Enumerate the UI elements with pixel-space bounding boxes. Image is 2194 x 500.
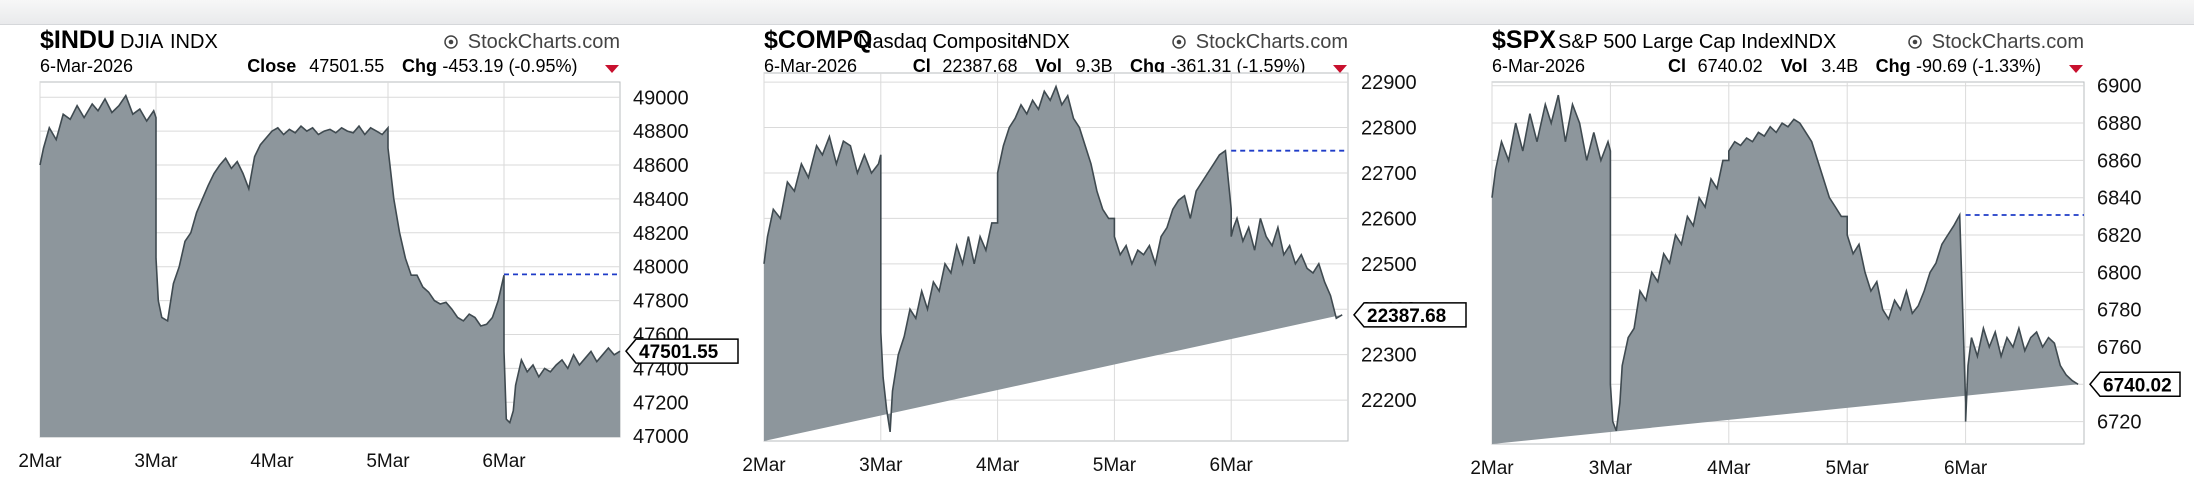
exchange-label: INDX: [1022, 31, 1070, 53]
x-tick-label: 3Mar: [134, 451, 178, 472]
x-tick-label: 3Mar: [1589, 458, 1633, 479]
chart-panel-compq: $COMPQ Nasdaq Composite INDX StockCharts.co…: [731, 24, 1467, 500]
date-label: 6-Mar-2026: [764, 56, 857, 76]
x-tick-label: 4Mar: [1707, 458, 1751, 479]
x-tick-label: 6Mar: [1210, 455, 1254, 476]
last-price-label: 22387.68: [1367, 306, 1446, 327]
y-tick-label: 22900: [1361, 72, 1417, 94]
copyright-circle-dot: [1176, 39, 1182, 45]
y-tick-label: 6780: [2097, 300, 2142, 322]
chart-panel-indu: $INDU DJIA INDX StockCharts.com 6-Mar-2026 Cl…: [0, 24, 739, 500]
date-label: 6-Mar-2026: [1492, 56, 1585, 76]
y-tick-label: 6820: [2097, 225, 2142, 247]
symbol-label: $INDU: [40, 26, 115, 54]
last-price-tag: [1353, 302, 1467, 328]
y-tick-label: 6760: [2097, 337, 2142, 359]
stat-value: -361.31 (-1.59%): [1170, 56, 1305, 76]
index-name: S&P 500 Large Cap Index: [1558, 31, 1790, 53]
y-tick-label: 48400: [633, 189, 689, 211]
x-tick-label: 2Mar: [1470, 458, 1514, 479]
y-tick-label: 48000: [633, 257, 689, 279]
y-tick-label: 6880: [2097, 113, 2142, 135]
y-tick-label: 22700: [1361, 163, 1417, 185]
y-tick-label: 6720: [2097, 412, 2142, 434]
exchange-label: INDX: [1789, 31, 1837, 53]
x-tick-label: 2Mar: [18, 451, 62, 472]
copyright-circle-icon: [1908, 35, 1922, 49]
brand-label: StockCharts.com: [1196, 31, 1348, 53]
copyright-circle-icon: [444, 35, 458, 49]
stat-value: -90.69 (-1.33%): [1916, 56, 2041, 76]
stat-value: 47501.55: [309, 56, 384, 76]
x-tick-label: 3Mar: [859, 455, 903, 476]
y-tick-label: 22500: [1361, 254, 1417, 276]
x-tick-label: 4Mar: [250, 451, 294, 472]
stat-label: Cl: [1668, 56, 1686, 76]
price-area: [40, 95, 620, 437]
down-triangle-icon: [1333, 65, 1347, 73]
stat-label: Chg: [1876, 56, 1911, 76]
chart-svg-indu: $INDU DJIA INDX StockCharts.com 6-Mar-2026 Cl…: [18, 26, 739, 472]
price-line: [1491, 94, 2079, 432]
index-name: DJIA: [120, 31, 164, 53]
stat-value: 22387.68: [942, 56, 1017, 76]
index-name: Nasdaq Composite: [858, 31, 1028, 53]
last-price-label: 47501.55: [639, 342, 719, 363]
x-tick-label: 6Mar: [482, 451, 526, 472]
y-tick-label: 49000: [633, 87, 689, 109]
price-area: [1492, 95, 2079, 444]
price-area: [764, 86, 1343, 441]
stat-value: 9.3B: [1076, 56, 1113, 76]
y-tick-label: 6860: [2097, 150, 2142, 172]
y-tick-label: 22600: [1361, 208, 1417, 230]
brand-label: StockCharts.com: [468, 31, 620, 53]
symbol-label: $SPX: [1492, 26, 1556, 54]
y-tick-label: 22200: [1361, 390, 1417, 412]
browser-top-strip: [0, 0, 2194, 25]
price-line: [39, 93, 621, 425]
stat-label: Vol: [1035, 56, 1062, 76]
y-tick-label: 6900: [2097, 76, 2142, 98]
last-price-tag: [625, 338, 739, 364]
date-label: 6-Mar-2026: [40, 56, 133, 76]
copyright-circle-dot: [448, 39, 454, 45]
x-tick-label: 5Mar: [1826, 458, 1870, 479]
last-price-tag: [2089, 371, 2181, 398]
exchange-label: INDX: [170, 31, 218, 53]
y-tick-label: 47800: [633, 291, 689, 313]
y-tick-label: 22800: [1361, 118, 1417, 140]
chart-panel-spx: $SPX S&P 500 Large Cap Index INDX StockChar…: [1462, 24, 2193, 500]
stat-value: 3.4B: [1821, 56, 1858, 76]
stat-label: Chg: [402, 56, 437, 76]
price-line: [763, 84, 1343, 433]
stat-label: Cl: [913, 56, 931, 76]
x-tick-label: 5Mar: [1093, 455, 1137, 476]
stat-label: Chg: [1130, 56, 1165, 76]
x-tick-label: 2Mar: [742, 455, 786, 476]
x-tick-label: 4Mar: [976, 455, 1020, 476]
y-tick-label: 47000: [633, 426, 689, 448]
y-tick-label: 48200: [633, 223, 689, 245]
brand-label: StockCharts.com: [1932, 31, 2084, 53]
y-tick-label: 48600: [633, 155, 689, 177]
copyright-circle-icon: [1172, 35, 1186, 49]
y-tick-label: 47200: [633, 392, 689, 414]
x-tick-label: 5Mar: [366, 451, 410, 472]
copyright-circle-dot: [1912, 39, 1918, 45]
down-triangle-icon: [605, 65, 619, 73]
stat-label: Vol: [1781, 56, 1808, 76]
y-tick-label: 6800: [2097, 262, 2142, 284]
symbol-label: $COMPQ: [764, 26, 872, 54]
y-tick-label: 6840: [2097, 188, 2142, 210]
last-price-label: 6740.02: [2103, 375, 2172, 396]
x-tick-label: 6Mar: [1944, 458, 1988, 479]
down-triangle-icon: [2069, 65, 2083, 73]
stat-value: -453.19 (-0.95%): [442, 56, 577, 76]
stat-label: Close: [247, 56, 296, 76]
y-tick-label: 48800: [633, 121, 689, 143]
stat-value: 6740.02: [1698, 56, 1763, 76]
y-tick-label: 22300: [1361, 345, 1417, 367]
